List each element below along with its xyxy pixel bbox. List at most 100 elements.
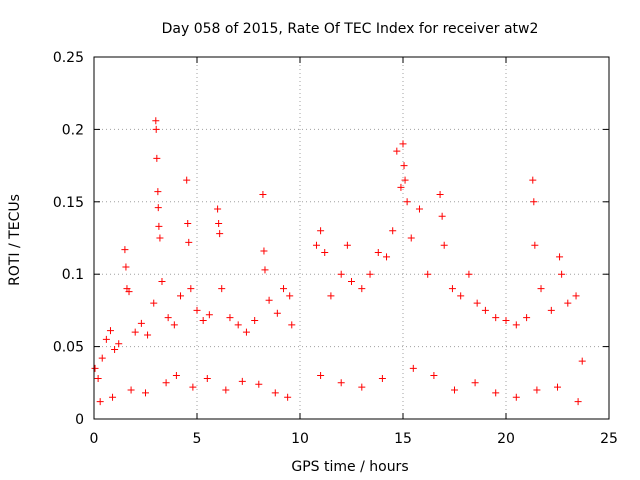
data-point — [547, 306, 555, 314]
data-point — [512, 321, 520, 329]
data-point — [271, 389, 279, 397]
data-point — [183, 176, 191, 184]
data-point — [523, 314, 531, 322]
data-point — [193, 306, 201, 314]
data-point — [164, 314, 172, 322]
data-point — [400, 162, 408, 170]
data-point — [115, 340, 123, 348]
data-point — [155, 222, 163, 230]
data-point — [556, 253, 564, 261]
data-point — [473, 299, 481, 307]
data-point — [502, 317, 510, 325]
data-point — [451, 386, 458, 394]
data-point — [121, 246, 129, 254]
y-axis-title: ROTI / TECUs — [7, 194, 23, 286]
data-point — [409, 364, 417, 372]
data-point — [529, 176, 537, 184]
data-point — [273, 309, 281, 317]
data-point — [218, 285, 226, 293]
data-point — [358, 285, 366, 293]
data-point — [172, 372, 180, 380]
data-point — [122, 263, 130, 271]
data-point — [457, 292, 465, 300]
data-point — [554, 383, 561, 391]
data-point — [158, 277, 166, 285]
data-point — [465, 270, 473, 278]
y-tick-label: 0.2 — [62, 122, 84, 138]
data-point — [91, 364, 99, 372]
data-point — [321, 248, 329, 256]
data-point — [125, 288, 133, 296]
data-point — [337, 379, 345, 387]
data-point — [222, 386, 230, 394]
data-point — [383, 253, 391, 261]
data-point — [436, 191, 444, 199]
data-point — [348, 277, 355, 285]
plot-frame — [93, 56, 610, 420]
data-point — [407, 234, 415, 242]
data-point — [203, 374, 211, 382]
x-axis-title: GPS time / hours — [291, 459, 408, 475]
data-point — [111, 345, 119, 353]
data-point — [564, 299, 572, 307]
data-point — [280, 285, 288, 293]
data-point — [156, 234, 164, 242]
data-point — [415, 205, 423, 213]
data-point — [430, 372, 438, 380]
data-point — [358, 383, 366, 391]
data-points — [91, 117, 586, 406]
data-point — [558, 270, 566, 278]
data-point — [216, 230, 224, 238]
data-point — [533, 386, 541, 394]
data-point — [189, 383, 197, 391]
data-point — [153, 154, 161, 162]
data-point — [403, 198, 411, 206]
data-point — [261, 266, 269, 274]
data-point — [187, 285, 195, 293]
data-point — [127, 386, 135, 394]
data-point — [343, 241, 351, 249]
x-tick-label: 15 — [394, 431, 412, 447]
data-point — [578, 357, 586, 365]
data-point — [98, 354, 106, 362]
data-point — [150, 299, 158, 307]
data-point — [234, 321, 242, 329]
data-point — [144, 331, 152, 339]
data-point — [512, 393, 520, 401]
data-point — [327, 292, 335, 300]
data-point — [109, 393, 117, 401]
axis-ticks: 0 5 10 15 20 25 0 0.05 0.1 0.15 0.2 0.25 — [53, 50, 618, 447]
data-point — [530, 198, 538, 206]
data-point — [106, 327, 114, 335]
y-tick-label: 0.1 — [62, 267, 84, 283]
y-tick-label: 0.05 — [53, 340, 84, 356]
data-point — [214, 205, 222, 213]
data-point — [399, 140, 407, 148]
data-point — [471, 379, 479, 387]
data-point — [317, 227, 325, 235]
data-point — [260, 247, 268, 255]
data-point — [205, 311, 213, 319]
data-point — [374, 248, 382, 256]
data-point — [185, 238, 193, 246]
data-point — [389, 227, 397, 235]
y-tick-label: 0 — [75, 412, 84, 428]
data-point — [378, 374, 386, 382]
data-point — [251, 317, 259, 325]
data-point — [440, 241, 448, 249]
data-point — [255, 380, 263, 388]
data-point — [401, 176, 409, 184]
data-point — [154, 188, 162, 196]
data-point — [531, 241, 539, 249]
data-point — [102, 335, 110, 343]
data-point — [96, 398, 104, 406]
data-point — [572, 292, 580, 300]
chart-title: Day 058 of 2015, Rate Of TEC Index for r… — [162, 21, 539, 37]
data-point — [397, 183, 405, 191]
data-point — [142, 389, 149, 397]
data-point — [154, 204, 162, 212]
data-point — [337, 270, 345, 278]
data-point — [177, 292, 185, 300]
data-point — [481, 306, 489, 314]
data-point — [152, 117, 160, 125]
